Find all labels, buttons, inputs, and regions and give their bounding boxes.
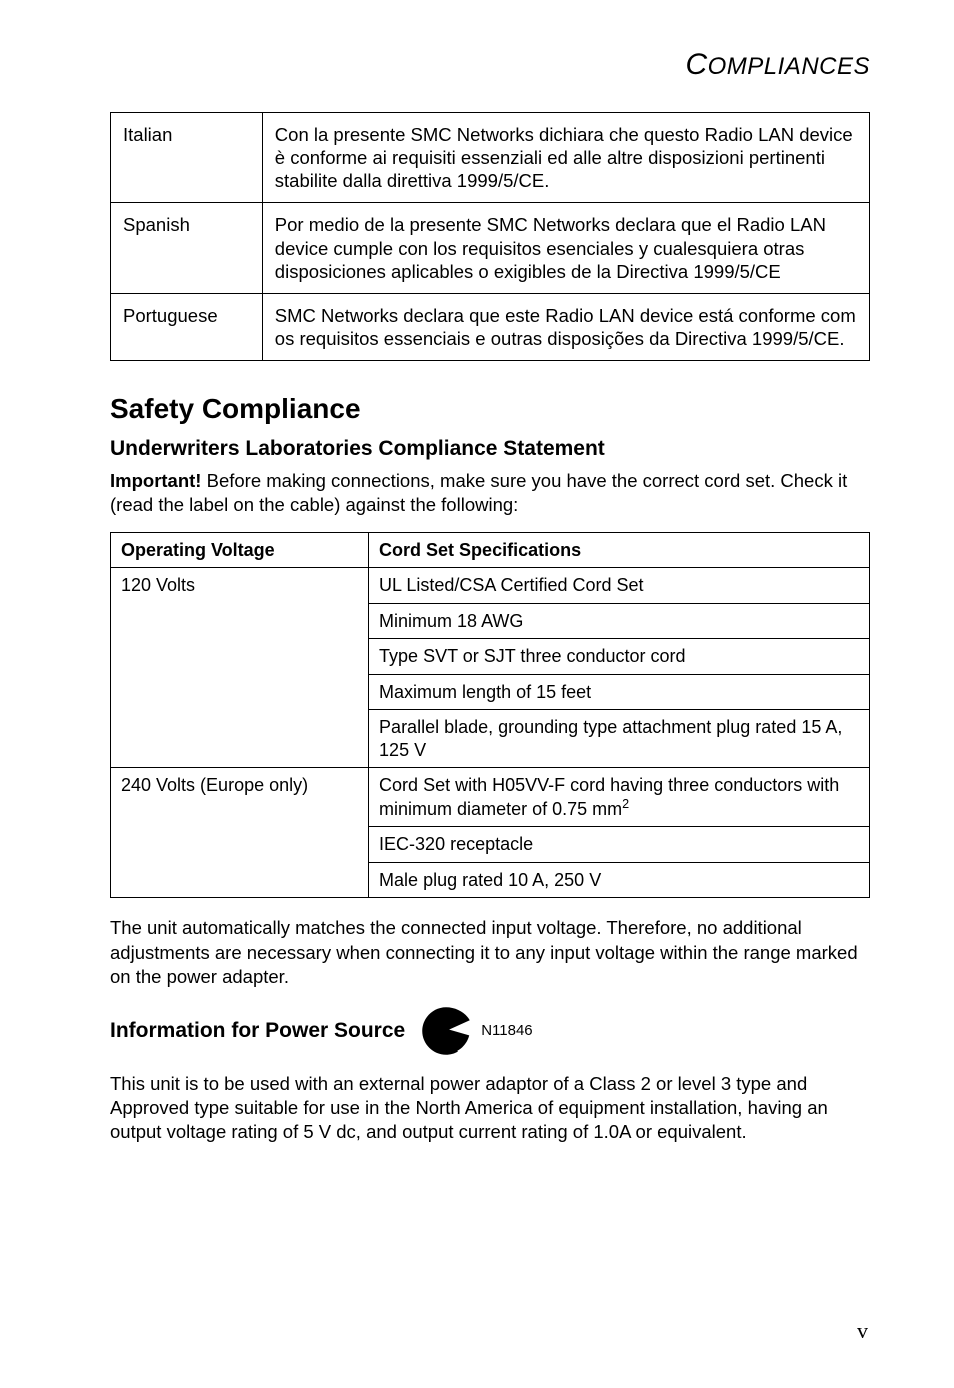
lang-text-cell: SMC Networks declara que este Radio LAN …	[262, 293, 869, 360]
important-label: Important!	[110, 470, 201, 491]
running-header-rest: OMPLIANCES	[708, 53, 870, 80]
spec-cell: IEC-320 receptacle	[369, 827, 870, 863]
auto-match-paragraph: The unit automatically matches the conne…	[110, 916, 870, 989]
c-tick-code: N11846	[481, 1022, 532, 1039]
lang-cell: Spanish	[111, 203, 263, 293]
safety-compliance-heading: Safety Compliance	[110, 393, 870, 425]
power-source-paragraph: This unit is to be used with an external…	[110, 1072, 870, 1145]
ul-statement-heading: Underwriters Laboratories Compliance Sta…	[110, 437, 870, 461]
lang-text-cell: Por medio de la presente SMC Networks de…	[262, 203, 869, 293]
spec-cell-superscript: 2	[622, 797, 629, 811]
table-row: 240 Volts (Europe only) Cord Set with H0…	[111, 768, 870, 827]
c-tick-icon	[419, 1004, 473, 1058]
table-row: 120 Volts UL Listed/CSA Certified Cord S…	[111, 568, 870, 604]
spec-cell: Parallel blade, grounding type attachmen…	[369, 710, 870, 768]
power-source-heading-row: Information for Power Source N11846	[110, 1004, 870, 1058]
spec-cell: UL Listed/CSA Certified Cord Set	[369, 568, 870, 604]
spec-cell: Male plug rated 10 A, 250 V	[369, 862, 870, 898]
running-header: COMPLIANCES	[110, 48, 870, 82]
voltage-cell-120: 120 Volts	[111, 568, 369, 768]
lang-cell: Italian	[111, 113, 263, 203]
ul-intro-text: Before making connections, make sure you…	[110, 470, 847, 515]
language-compliance-table: Italian Con la presente SMC Networks dic…	[110, 112, 870, 361]
running-header-first: C	[685, 48, 707, 81]
spec-cell: Minimum 18 AWG	[369, 603, 870, 639]
page-number: v	[857, 1318, 868, 1344]
col-header-voltage: Operating Voltage	[111, 532, 369, 568]
table-header-row: Operating Voltage Cord Set Specification…	[111, 532, 870, 568]
spec-cell: Type SVT or SJT three conductor cord	[369, 639, 870, 675]
lang-text-cell: Con la presente SMC Networks dichiara ch…	[262, 113, 869, 203]
ul-intro-paragraph: Important! Before making connections, ma…	[110, 469, 870, 518]
lang-cell: Portuguese	[111, 293, 263, 360]
table-row: Portuguese SMC Networks declara que este…	[111, 293, 870, 360]
power-source-heading: Information for Power Source	[110, 1019, 405, 1043]
spec-cell: Cord Set with H05VV-F cord having three …	[369, 768, 870, 827]
voltage-cell-240: 240 Volts (Europe only)	[111, 768, 369, 898]
spec-cell: Maximum length of 15 feet	[369, 674, 870, 710]
spec-cell-text: Cord Set with H05VV-F cord having three …	[379, 775, 839, 819]
table-row: Spanish Por medio de la presente SMC Net…	[111, 203, 870, 293]
cord-set-specs-table: Operating Voltage Cord Set Specification…	[110, 532, 870, 899]
col-header-specs: Cord Set Specifications	[369, 532, 870, 568]
table-row: Italian Con la presente SMC Networks dic…	[111, 113, 870, 203]
